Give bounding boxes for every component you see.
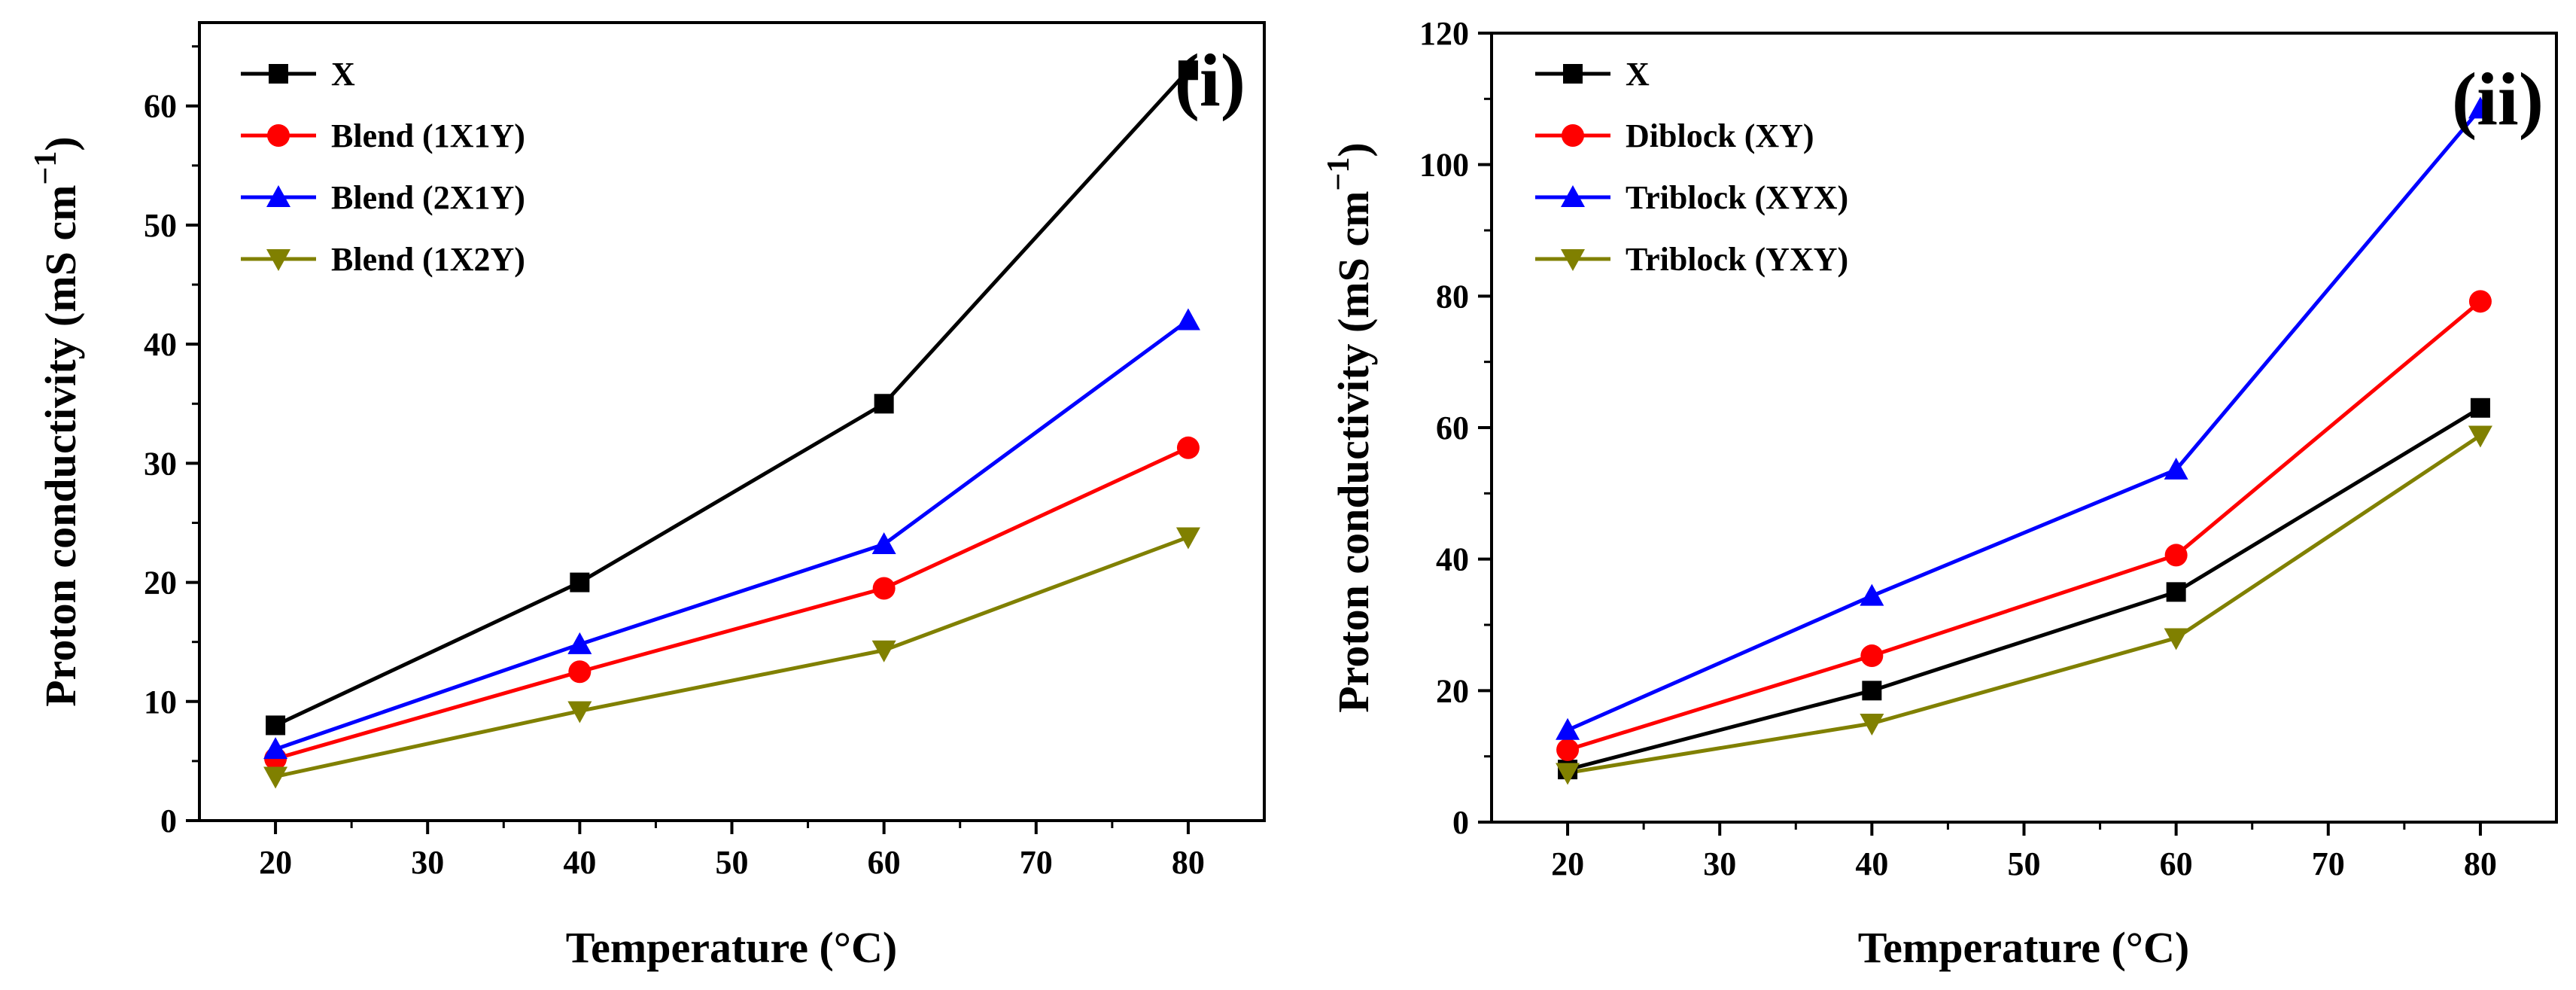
y-tick-label: 30 [144, 445, 177, 482]
series-line-2 [1567, 300, 2482, 752]
x-tick-label: 60 [2160, 845, 2193, 882]
data-point [1556, 763, 1580, 785]
legend-label: Blend (1X1Y) [331, 117, 525, 154]
legend-label: X [1626, 56, 1650, 93]
data-point [871, 640, 896, 663]
data-point [1176, 436, 1200, 459]
legend-label: Diblock (XY) [1626, 117, 1814, 154]
y-tick-label: 100 [1419, 147, 1469, 184]
x-axis-title: Temperature (°C) [1858, 923, 2189, 972]
x-tick-label: 80 [2464, 845, 2497, 882]
x-tick-label: 80 [1172, 844, 1205, 881]
chart-panel-i: 20 30 40 50 60 70 80 0 10 20 30 40 50 60 (i) X Blend (… [29, 21, 1266, 972]
y-tick-label: 120 [1419, 15, 1469, 52]
y-axis-title-close: ) [1329, 142, 1378, 157]
legend-marker [269, 64, 288, 84]
x-tick-label: 20 [1551, 845, 1584, 882]
data-point [1556, 738, 1580, 761]
chart-panel-ii: 20 30 40 50 60 70 80 0 20 40 60 80 100 120 (ii) X Dibl… [1321, 15, 2558, 972]
data-point [1556, 717, 1580, 740]
y-axis-title-main: Proton conductivity (mS cm [1329, 191, 1378, 713]
y-axis-title: Proton conductivity (mS cm−1) [29, 136, 85, 707]
y-tick-label: 40 [144, 326, 177, 363]
data-point [1175, 527, 1200, 550]
panel-label: (i) [1175, 38, 1245, 122]
legend-label: Blend (2X1Y) [331, 179, 525, 216]
y-axis-title-close: ) [36, 136, 85, 151]
x-tick-label: 50 [2008, 845, 2041, 882]
x-axis-title: Temperature (°C) [566, 923, 897, 972]
y-tick-label: 80 [1436, 278, 1469, 315]
y-tick-label: 10 [144, 684, 177, 720]
x-tick-label: 50 [716, 844, 749, 881]
data-point [567, 701, 592, 723]
x-tick-label: 70 [1020, 844, 1053, 881]
data-point [2468, 96, 2492, 119]
data-point [872, 577, 896, 600]
data-point [1175, 308, 1200, 331]
series-line-4 [275, 535, 1189, 778]
series-line-1 [1567, 406, 2482, 772]
y-axis-title-main: Proton conductivity (mS cm [36, 185, 85, 707]
data-point [871, 532, 896, 554]
data-point [263, 766, 288, 789]
data-point [2166, 582, 2186, 602]
legend-marker [267, 124, 290, 147]
data-point [2470, 398, 2490, 418]
x-tick-label: 60 [868, 844, 901, 881]
legend-marker [1562, 124, 1584, 147]
y-tick-label: 0 [1452, 804, 1469, 841]
data-point [1178, 60, 1198, 81]
data-point [1860, 714, 1884, 736]
data-point [2164, 457, 2188, 480]
series-line-3 [1567, 107, 2482, 733]
legend-label: Triblock (XYX) [1626, 179, 1848, 216]
data-point [568, 660, 592, 684]
y-axis-title: Proton conductivity (mS cm−1) [1321, 142, 1378, 713]
data-point [567, 632, 592, 654]
y-tick-label: 0 [160, 803, 177, 839]
series-line-2 [275, 446, 1189, 761]
data-point [570, 572, 590, 592]
data-point [2468, 290, 2492, 313]
legend-label: X [331, 56, 355, 93]
y-tick-label: 20 [144, 565, 177, 602]
y-tick-label: 60 [1436, 410, 1469, 446]
y-tick-label: 40 [1436, 541, 1469, 578]
legend-marker [1561, 249, 1585, 271]
x-tick-label: 40 [1855, 845, 1888, 882]
legend-label: Blend (1X2Y) [331, 241, 525, 278]
data-point [874, 394, 894, 414]
y-tick-label: 50 [144, 207, 177, 244]
data-point [263, 737, 288, 760]
x-tick-label: 30 [1703, 845, 1736, 882]
data-point [2164, 628, 2188, 650]
series-line-3 [275, 318, 1190, 751]
y-tick-label: 60 [144, 88, 177, 125]
x-tick-label: 40 [563, 844, 596, 881]
data-point [1860, 644, 1884, 668]
x-tick-label: 30 [411, 844, 444, 881]
y-axis-title-superscript: −1 [1321, 157, 1356, 191]
legend-marker [1563, 64, 1583, 84]
legend-marker [266, 185, 290, 207]
legend-marker [1561, 185, 1585, 207]
y-tick-label: 20 [1436, 672, 1469, 709]
data-point [2468, 425, 2492, 448]
data-point [2164, 544, 2188, 567]
series-line-4 [1567, 434, 2482, 775]
legend-label: Triblock (YXY) [1626, 241, 1848, 278]
data-point [1860, 583, 1884, 606]
data-point [266, 715, 286, 736]
x-tick-label: 70 [2312, 845, 2345, 882]
legend-marker [266, 249, 290, 271]
y-axis-title-superscript: −1 [29, 151, 63, 185]
x-tick-label: 20 [259, 844, 292, 881]
series-line-1 [275, 69, 1190, 727]
data-point [1862, 681, 1882, 701]
panel-label: (ii) [2452, 57, 2544, 141]
